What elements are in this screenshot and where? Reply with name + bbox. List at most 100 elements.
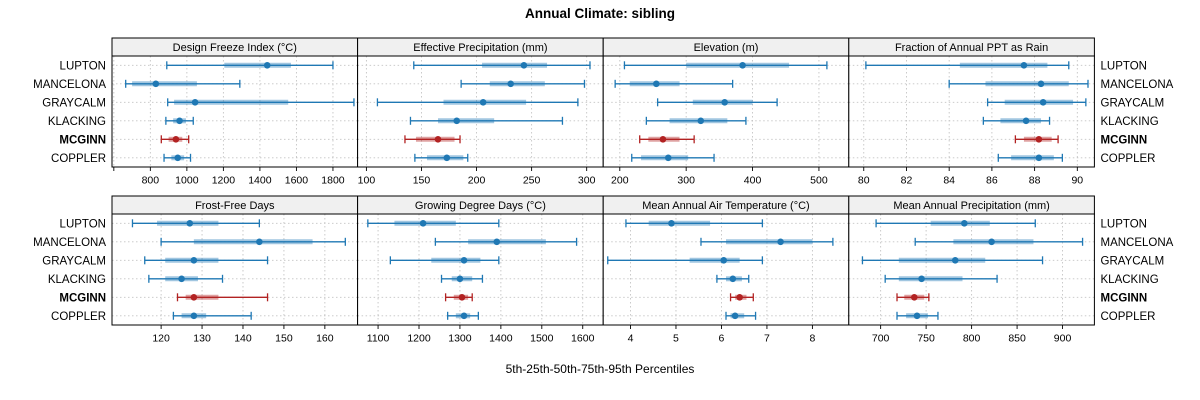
axis-tick-label: 250: [523, 175, 541, 187]
panel-strip-title: Elevation (m): [694, 42, 759, 54]
panel-strip-title: Growing Degree Days (°C): [415, 200, 546, 212]
axis-tick-label: 80: [858, 175, 870, 187]
axis-tick-label: 140: [234, 333, 252, 345]
panel-background: [603, 56, 849, 167]
median-dot: [152, 80, 160, 88]
site-label-left: KLACKING: [48, 274, 106, 286]
panel-background: [848, 56, 1095, 167]
median-dot: [659, 136, 667, 143]
site-label-right: COPPLER: [1101, 311, 1156, 323]
panel-border: [848, 55, 1095, 168]
axis-tick-label: 1200: [407, 333, 431, 345]
median-dot: [191, 99, 199, 106]
axis-tick-label: 1400: [248, 175, 272, 187]
median-dot: [190, 257, 198, 264]
chart-title: Annual Climate: sibling: [524, 6, 675, 21]
axis-tick-label: 1800: [321, 175, 345, 187]
x-axis-title: 5th-25th-50th-75th-95th Percentiles: [505, 362, 695, 376]
axis-tick-label: 86: [986, 175, 998, 187]
median-dot: [1020, 62, 1028, 69]
site-label-right: MCGINN: [1101, 134, 1148, 146]
site-label-right: KLACKING: [1101, 274, 1159, 286]
axis-tick-label: 4: [628, 333, 634, 345]
site-label-left: COPPLER: [51, 311, 106, 323]
median-dot: [731, 312, 739, 320]
median-dot: [951, 257, 959, 264]
site-label-right: LUPTON: [1101, 60, 1147, 72]
axis-tick-label: 300: [578, 175, 596, 187]
axis-tick-label: 1600: [571, 333, 595, 345]
axis-tick-label: 1600: [285, 175, 309, 187]
median-dot: [456, 275, 464, 283]
site-label-left: LUPTON: [60, 60, 106, 72]
axis-tick-label: 300: [677, 175, 695, 187]
axis-tick-label: 90: [1071, 175, 1083, 187]
panel-strip-title: Effective Precipitation (mm): [413, 42, 547, 54]
axis-tick-label: 200: [611, 175, 629, 187]
median-dot: [697, 117, 705, 125]
axis-tick-label: 6: [719, 333, 725, 345]
median-dot: [1035, 136, 1043, 143]
site-label-left: LUPTON: [60, 218, 106, 230]
median-dot: [729, 275, 737, 283]
median-dot: [1037, 80, 1045, 88]
site-label-right: KLACKING: [1101, 116, 1159, 128]
panel-background: [357, 214, 604, 325]
axis-tick-label: 800: [963, 333, 981, 345]
median-dot: [174, 154, 182, 162]
site-label-right: LUPTON: [1101, 218, 1147, 230]
axis-tick-label: 160: [316, 333, 334, 345]
axis-tick-label: 900: [1054, 333, 1072, 345]
panel-strip-title: Mean Annual Precipitation (mm): [893, 200, 1050, 212]
median-dot: [653, 80, 660, 88]
axis-tick-label: 1100: [367, 333, 390, 345]
median-dot: [256, 238, 263, 246]
axis-tick-label: 88: [1029, 175, 1041, 187]
median-dot: [918, 275, 925, 283]
median-dot: [720, 257, 728, 264]
median-dot: [460, 312, 468, 320]
median-dot: [190, 294, 198, 301]
median-dot: [777, 238, 784, 246]
site-label-right: MANCELONA: [1101, 237, 1174, 249]
site-label-right: GRAYCALM: [1101, 97, 1165, 109]
median-dot: [913, 312, 921, 320]
axis-tick-label: 400: [744, 175, 762, 187]
site-label-left: COPPLER: [51, 153, 106, 165]
median-dot: [739, 62, 746, 69]
axis-tick-label: 1200: [212, 175, 236, 187]
axis-tick-label: 130: [193, 333, 211, 345]
site-label-left: MCGINN: [59, 292, 106, 304]
median-dot: [493, 238, 501, 246]
median-dot: [263, 62, 271, 69]
median-dot: [186, 220, 194, 227]
median-dot: [988, 238, 995, 246]
panel-strip-title: Frost-Free Days: [195, 200, 275, 212]
axis-tick-label: 200: [468, 175, 486, 187]
site-label-right: MCGINN: [1101, 292, 1148, 304]
site-label-left: GRAYCALM: [42, 255, 106, 267]
median-dot: [460, 257, 468, 264]
median-dot: [507, 80, 514, 88]
axis-tick-label: 84: [943, 175, 955, 187]
median-dot: [1039, 99, 1047, 106]
median-dot: [664, 154, 672, 162]
median-dot: [190, 312, 198, 320]
site-label-left: MCGINN: [59, 134, 106, 146]
median-dot: [1035, 154, 1043, 162]
median-dot: [721, 99, 728, 106]
median-dot: [434, 136, 442, 143]
median-dot: [520, 62, 528, 69]
axis-tick-label: 750: [917, 333, 935, 345]
site-label-right: GRAYCALM: [1101, 255, 1165, 267]
panel-background: [112, 214, 358, 325]
median-dot: [443, 154, 451, 162]
panel-strip-title: Design Freeze Index (°C): [173, 42, 297, 54]
site-label-left: KLACKING: [48, 116, 106, 128]
median-dot: [1022, 117, 1030, 125]
axis-tick-label: 82: [901, 175, 913, 187]
axis-tick-label: 1400: [489, 333, 513, 345]
axis-tick-label: 1300: [448, 333, 472, 345]
